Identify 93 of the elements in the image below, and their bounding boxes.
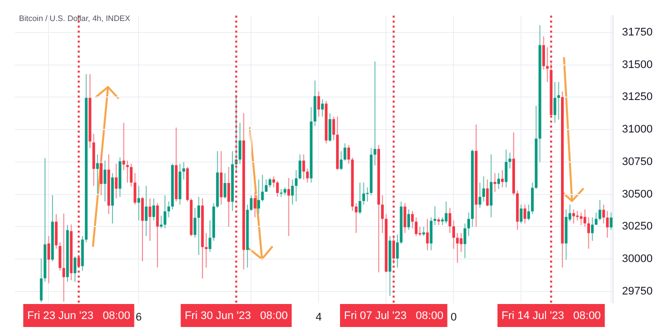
candlestick bbox=[306, 168, 309, 184]
candlestick bbox=[358, 182, 362, 215]
candlestick bbox=[434, 206, 436, 226]
candlestick bbox=[508, 152, 512, 169]
candlestick bbox=[572, 208, 575, 224]
candlestick bbox=[96, 154, 99, 194]
x-tick-label: 6 bbox=[136, 312, 142, 324]
candlestick bbox=[152, 198, 156, 221]
candlestick bbox=[126, 160, 129, 184]
candlestick bbox=[122, 122, 126, 171]
candlestick bbox=[294, 170, 298, 202]
candlestick bbox=[238, 122, 242, 164]
candlestick bbox=[317, 90, 320, 118]
candlestick bbox=[598, 199, 602, 221]
candlestick bbox=[414, 216, 418, 237]
candlestick bbox=[287, 177, 290, 237]
candlestick bbox=[130, 163, 133, 187]
candlestick bbox=[298, 154, 302, 180]
candlestick bbox=[531, 182, 534, 215]
candlestick bbox=[137, 185, 140, 221]
candlestick bbox=[261, 174, 264, 202]
candlestick bbox=[321, 98, 324, 118]
y-tick-label: 31000 bbox=[622, 124, 653, 136]
candlestick bbox=[430, 216, 433, 251]
candlestick bbox=[332, 116, 336, 141]
candlestick bbox=[482, 176, 485, 202]
candlestick bbox=[144, 185, 148, 237]
candlestick bbox=[557, 82, 560, 120]
candlestick bbox=[344, 142, 346, 162]
ref-line-label: Fri 07 Jul '23 08:00 bbox=[344, 310, 444, 322]
candlestick bbox=[224, 172, 226, 199]
candlestick bbox=[520, 204, 522, 224]
candlestick bbox=[501, 170, 504, 188]
candlestick bbox=[404, 202, 406, 234]
candlestick bbox=[422, 226, 426, 237]
x-tick-label: 0 bbox=[450, 312, 457, 324]
candlestick bbox=[114, 163, 118, 199]
candlestick bbox=[456, 232, 459, 264]
candlestick bbox=[197, 196, 200, 256]
candlestick bbox=[524, 204, 526, 224]
candlestick bbox=[164, 194, 166, 229]
candlestick bbox=[444, 201, 448, 224]
candlestick bbox=[156, 202, 159, 268]
candlestick bbox=[504, 149, 508, 188]
candlestick bbox=[554, 82, 556, 124]
y-tick-label: 31500 bbox=[622, 58, 653, 71]
ref-line-label: Fri 23 Jun '23 08:00 bbox=[27, 310, 130, 322]
candlestick bbox=[328, 112, 332, 142]
chart-title: Bitcoin / U.S. Dollar, 4h, INDEX bbox=[19, 14, 130, 23]
candlestick bbox=[426, 218, 429, 251]
candlestick bbox=[527, 204, 530, 221]
candlestick bbox=[407, 208, 410, 230]
y-tick-label: 29750 bbox=[622, 285, 653, 298]
y-tick-label: 30750 bbox=[622, 156, 653, 168]
candlestick bbox=[606, 210, 609, 238]
candlestick bbox=[302, 154, 306, 180]
candlestick bbox=[134, 172, 136, 206]
candlestick bbox=[486, 178, 489, 207]
candlestick bbox=[576, 210, 579, 221]
y-tick-label: 30500 bbox=[622, 188, 653, 200]
x-tick-label: 4 bbox=[316, 312, 322, 324]
y-tick-label: 30250 bbox=[622, 220, 653, 233]
candlestick bbox=[340, 150, 343, 171]
candlestick bbox=[347, 144, 350, 164]
candlestick bbox=[160, 215, 163, 229]
candlestick bbox=[584, 208, 586, 228]
candlestick bbox=[268, 177, 272, 188]
candlestick bbox=[497, 172, 500, 190]
candlestick bbox=[104, 160, 106, 202]
candlestick bbox=[227, 166, 230, 228]
candlestick bbox=[276, 180, 279, 198]
candlestick bbox=[74, 256, 76, 282]
candlestick bbox=[591, 216, 594, 242]
candlestick bbox=[494, 172, 496, 193]
candlestick bbox=[40, 258, 43, 303]
candlestick bbox=[62, 213, 66, 302]
candlestick bbox=[542, 36, 545, 70]
candlestick bbox=[374, 61, 376, 166]
candlestick bbox=[610, 212, 612, 230]
candlestick bbox=[141, 196, 144, 262]
candlestick bbox=[148, 198, 152, 242]
candlestick bbox=[254, 192, 256, 218]
candlestick bbox=[257, 178, 260, 215]
candlestick bbox=[54, 214, 58, 250]
y-tick-label: 31750 bbox=[622, 26, 653, 38]
ref-line-label: Fri 14 Jul '23 08:00 bbox=[501, 310, 601, 322]
candlestick bbox=[490, 154, 492, 218]
candlestick bbox=[587, 216, 590, 250]
y-tick-label: 30000 bbox=[622, 253, 653, 266]
candlestick bbox=[47, 236, 50, 284]
y-tick-label: 31250 bbox=[622, 91, 653, 104]
candlestick bbox=[100, 154, 103, 196]
ref-line-label: Fri 30 Jun '23 08:00 bbox=[184, 310, 288, 322]
